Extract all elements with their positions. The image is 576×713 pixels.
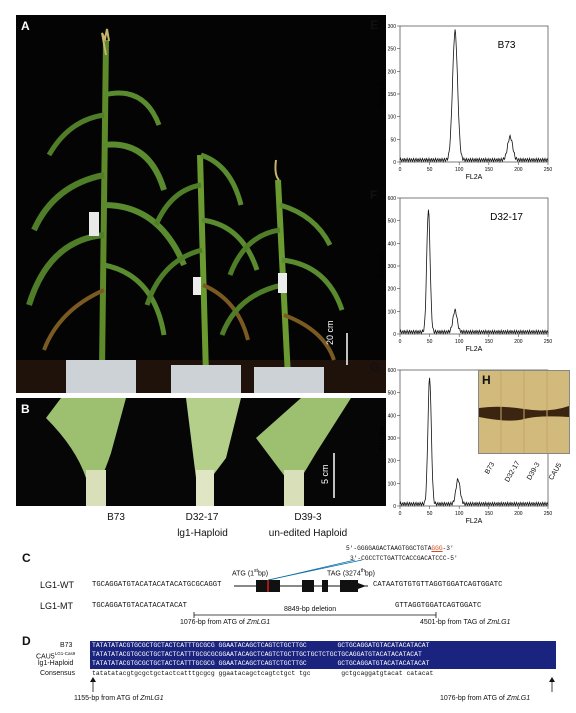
x-tick-label: 50	[427, 167, 433, 173]
x-tick-label: 50	[427, 339, 433, 345]
y-tick-label: 100	[388, 115, 397, 121]
grna-top: 5'-GGGGAGACTAAGTGGCTGTAGGG-3'	[346, 545, 454, 552]
grna-bottom: 3'-CGCCTCTGATTCACCGACATCCC-5'	[350, 555, 458, 562]
y-tick-label: 300	[388, 264, 397, 270]
x-tick-label: 50	[427, 511, 433, 517]
y-tick-label: 500	[388, 219, 397, 225]
y-tick-label: 300	[388, 24, 397, 30]
y-tick-label: 600	[388, 368, 397, 374]
photo-panel-b: B 5 cm	[16, 398, 386, 506]
wt-seq-left: TGCAGGATGTACATACATACATGCGCAGGT	[92, 581, 222, 589]
x-tick-label: 250	[544, 511, 553, 517]
mt-seq-left: TGCAGGATGTACATACATACAT	[92, 602, 187, 610]
alignment-row: TATATATACGTGCGCTGCTACTCATTTGCGCGCGGAATAC…	[92, 651, 422, 659]
x-tick-label: 150	[485, 339, 494, 345]
y-tick-label: 0	[393, 332, 396, 338]
deletion-label: 8849-bp deletion	[284, 606, 337, 613]
x-tick-label: 250	[544, 339, 553, 345]
y-tick-label: 250	[388, 47, 397, 53]
label-d32: D32-17	[185, 512, 219, 523]
gel-band-image	[479, 371, 569, 453]
leaf-sheath-illustration	[16, 398, 386, 506]
y-tick-label: 200	[388, 287, 397, 293]
from-tag-note: 4501-bp from TAG of ZmLG1	[420, 619, 511, 626]
mt-label: LG1-MT	[40, 601, 74, 611]
aln-label-haploid: lg1-Haploid	[38, 660, 74, 667]
photo-panel-a: A 20 cm	[16, 15, 386, 393]
y-axis-label: Number	[379, 425, 386, 451]
y-tick-label: 200	[388, 459, 397, 465]
label-d39-sub: un-edited Haploid	[268, 528, 348, 539]
x-tick-label: 200	[514, 167, 523, 173]
x-tick-label: 150	[485, 511, 494, 517]
x-tick-label: 200	[514, 339, 523, 345]
x-axis-label: FL2A	[466, 346, 483, 353]
aln-label-b73: B73	[60, 642, 73, 649]
tag-label: TAG (3274thbp)	[327, 568, 376, 578]
wt-seq-right: CATAATGTGTGTTAGGTGGATCAGTGGATC	[373, 581, 503, 589]
alignment-row: TATATATACGTGCGCTGCTACTCATTTGCGCG GGAATAC…	[92, 660, 430, 668]
sample-label: B73	[498, 40, 516, 51]
x-tick-label: 0	[399, 339, 402, 345]
panel-letter-c: C	[22, 551, 31, 565]
flow-chart-f: 0 100 200 300 400 500 600 0 50 100 150 200 250 FL2A Nu…	[378, 190, 573, 358]
histogram-line	[399, 29, 549, 164]
label-b73: B73	[107, 512, 125, 523]
y-tick-label: 0	[393, 504, 396, 510]
aln-label-consensus: Consensus	[40, 670, 76, 677]
y-tick-label: 150	[388, 92, 397, 98]
wt-label: LG1-WT	[40, 580, 75, 590]
panel-letter-g: G	[370, 360, 380, 374]
plants-illustration	[16, 15, 386, 393]
y-tick-label: 500	[388, 391, 397, 397]
y-tick-label: 100	[388, 481, 397, 487]
panel-letter-h: H	[482, 373, 491, 387]
panel-letter-b: B	[21, 402, 30, 416]
alignment-row: TATATATACGTGCGCTGCTACTCATTTGCGCG GGAATAC…	[92, 642, 430, 650]
aln-label-cau5: CAU5LG1-Cas9	[36, 651, 76, 661]
y-tick-label: 200	[388, 69, 397, 75]
y-tick-label: 0	[393, 160, 396, 166]
y-tick-label: 50	[390, 137, 396, 143]
x-tick-label: 100	[455, 339, 464, 345]
x-tick-label: 100	[455, 167, 464, 173]
label-d39: D39-3	[294, 512, 322, 523]
alignment-consensus: tatatatacgtgcgctgctactcatttgcgcg ggaatac…	[92, 670, 434, 677]
y-tick-label: 400	[388, 241, 397, 247]
x-tick-label: 0	[399, 167, 402, 173]
y-tick-label: 600	[388, 196, 397, 202]
sample-label: D32-17	[490, 212, 523, 223]
panel-letter-e: E	[370, 18, 379, 32]
panel-letter-d: D	[22, 634, 31, 648]
x-tick-label: 100	[455, 511, 464, 517]
from-atg-note: 1076-bp from ATG of ZmLG1	[180, 619, 271, 626]
x-tick-label: 150	[485, 167, 494, 173]
y-axis-label: Number	[379, 253, 386, 279]
x-tick-label: 200	[514, 511, 523, 517]
gel-panel-h: H	[478, 370, 570, 454]
aln-right-note: 1076-bp from ATG of ZmLG1	[440, 695, 531, 702]
label-d32-sub: lg1-Haploid	[177, 528, 228, 539]
panel-letter-f: F	[370, 188, 378, 202]
panel-letter-a: A	[21, 19, 30, 33]
x-axis-label: FL2A	[466, 518, 483, 525]
histogram-line	[399, 209, 549, 336]
x-axis-label: FL2A	[466, 174, 483, 181]
x-tick-label: 250	[544, 167, 553, 173]
y-axis-label: Number	[379, 81, 386, 107]
x-tick-label: 0	[399, 511, 402, 517]
histogram-line	[399, 377, 549, 508]
y-tick-label: 300	[388, 436, 397, 442]
y-tick-label: 100	[388, 309, 397, 315]
flow-chart-e: 0 50 100 150 200 250 300 0 50 100 150 200 250 FL2A Num…	[378, 18, 573, 186]
aln-left-note: 1155-bp from ATG of ZmLG1	[74, 695, 164, 702]
atg-label: ATG (1stbp)	[232, 568, 269, 578]
y-tick-label: 400	[388, 413, 397, 419]
mt-seq-right: GTTAGGTGGATCAGTGGATC	[395, 602, 482, 610]
